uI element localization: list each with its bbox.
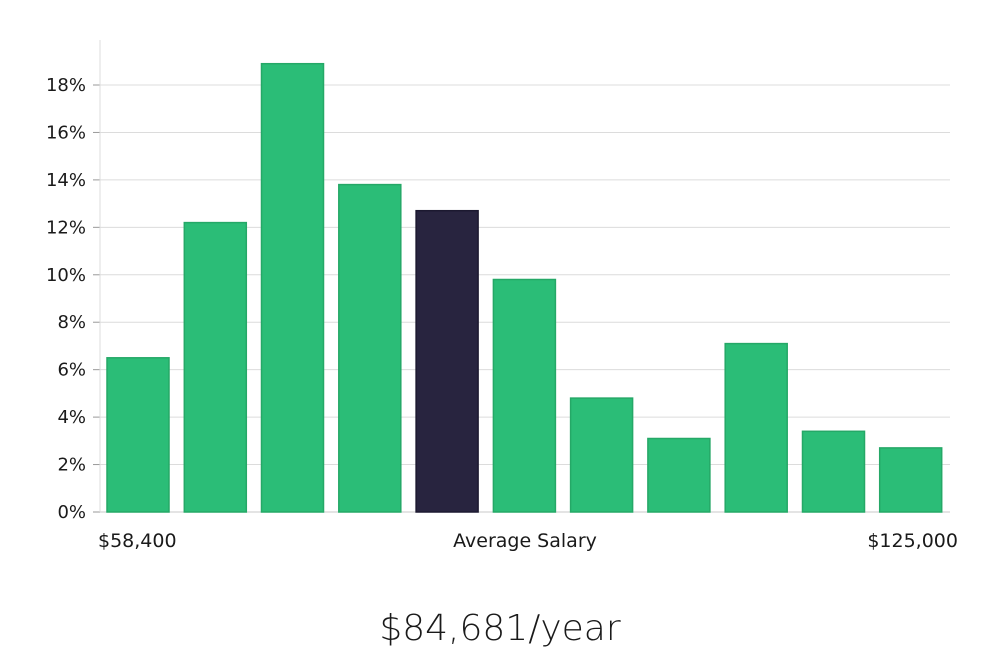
average-salary-value: $84,681/year — [379, 608, 621, 649]
x-label-min: $58,400 — [98, 530, 177, 552]
y-tick-label: 10% — [46, 265, 86, 286]
y-tick-label: 18% — [46, 75, 86, 96]
y-axis-ticks: 0% 2% 4% 6% 8% 10% 12% 14% 16% 18% — [46, 75, 100, 523]
bars — [106, 62, 943, 513]
bar — [338, 183, 402, 513]
x-label-max: $125,000 — [867, 530, 958, 552]
salary-histogram: 0% 2% 4% 6% 8% 10% 12% 14% 16% 18% $58,400 Averag… — [46, 40, 958, 552]
y-tick-label: 16% — [46, 122, 86, 143]
y-tick-label: 2% — [57, 455, 86, 476]
bar — [183, 221, 248, 513]
bar — [878, 447, 943, 513]
y-tick-label: 4% — [57, 407, 86, 428]
bar — [801, 430, 866, 513]
bar — [724, 342, 788, 513]
bar — [260, 62, 325, 513]
y-tick-label: 14% — [46, 170, 86, 191]
y-tick-label: 8% — [57, 312, 86, 333]
y-tick-label: 0% — [57, 502, 86, 523]
y-tick-label: 12% — [46, 217, 86, 238]
bar — [106, 357, 170, 513]
bar — [492, 278, 557, 513]
bar — [647, 437, 711, 513]
bar — [569, 397, 634, 513]
y-tick-label: 6% — [57, 360, 86, 381]
x-axis-title: Average Salary — [453, 530, 597, 552]
bar-average-salary — [415, 209, 479, 513]
